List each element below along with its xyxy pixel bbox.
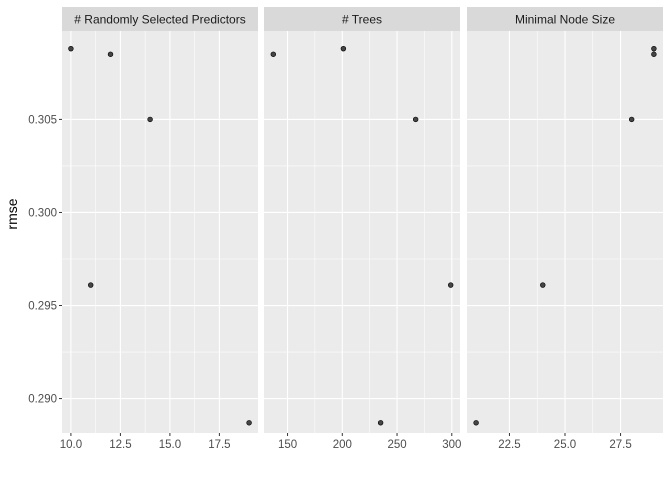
data-point xyxy=(147,116,153,123)
facet-panel: Minimal Node Size 22.5 25.0 27.5 xyxy=(467,7,663,451)
x-tick-label: 15.0 xyxy=(159,439,181,451)
x-tick-label: 25.0 xyxy=(554,439,576,451)
y-axis: 0.290 0.295 0.300 0.305 xyxy=(28,114,62,406)
data-point xyxy=(88,282,94,288)
x-tick-label: 12.5 xyxy=(109,439,131,451)
data-point xyxy=(270,51,277,57)
data-point xyxy=(246,420,252,426)
x-tick-label: 10.0 xyxy=(60,439,82,451)
data-point xyxy=(651,45,657,52)
y-tick-label: 0.290 xyxy=(28,394,57,406)
panel-background xyxy=(264,31,460,433)
y-tick-label: 0.305 xyxy=(28,114,57,126)
facet-strip xyxy=(467,7,663,31)
panel-background xyxy=(62,31,258,433)
x-tick-label: 250 xyxy=(387,439,406,451)
x-tick-label: 27.5 xyxy=(609,439,631,451)
data-point xyxy=(473,420,479,426)
data-point xyxy=(628,116,635,123)
facet-strip-label: # Trees xyxy=(342,13,382,27)
x-tick-label: 300 xyxy=(442,439,461,451)
y-tick-label: 0.295 xyxy=(28,301,57,313)
facet-strip-label: Minimal Node Size xyxy=(515,13,615,27)
data-point xyxy=(540,282,546,288)
data-point xyxy=(377,420,384,426)
data-point xyxy=(340,45,347,52)
data-point xyxy=(447,282,454,288)
facet-strip xyxy=(264,7,460,31)
data-point xyxy=(107,51,114,57)
facet-panel: # Randomly Selected Predictors 10.0 12.5 15… xyxy=(60,7,258,451)
facet-strip-label: # Randomly Selected Predictors xyxy=(74,13,245,27)
data-point xyxy=(651,51,657,57)
y-tick-label: 0.300 xyxy=(28,207,57,219)
y-axis-title: rmse xyxy=(4,198,20,229)
data-point xyxy=(68,45,74,52)
facet-panels: # Randomly Selected Predictors 10.0 12.5 15… xyxy=(60,7,663,451)
x-tick-label: 200 xyxy=(333,439,352,451)
facet-panel: # Trees 150 200 250 300 xyxy=(264,7,461,451)
x-tick-label: 150 xyxy=(278,439,297,451)
data-point xyxy=(412,116,419,123)
x-tick-label: 17.5 xyxy=(208,439,230,451)
facet-strip xyxy=(62,7,258,31)
x-tick-label: 22.5 xyxy=(498,439,520,451)
